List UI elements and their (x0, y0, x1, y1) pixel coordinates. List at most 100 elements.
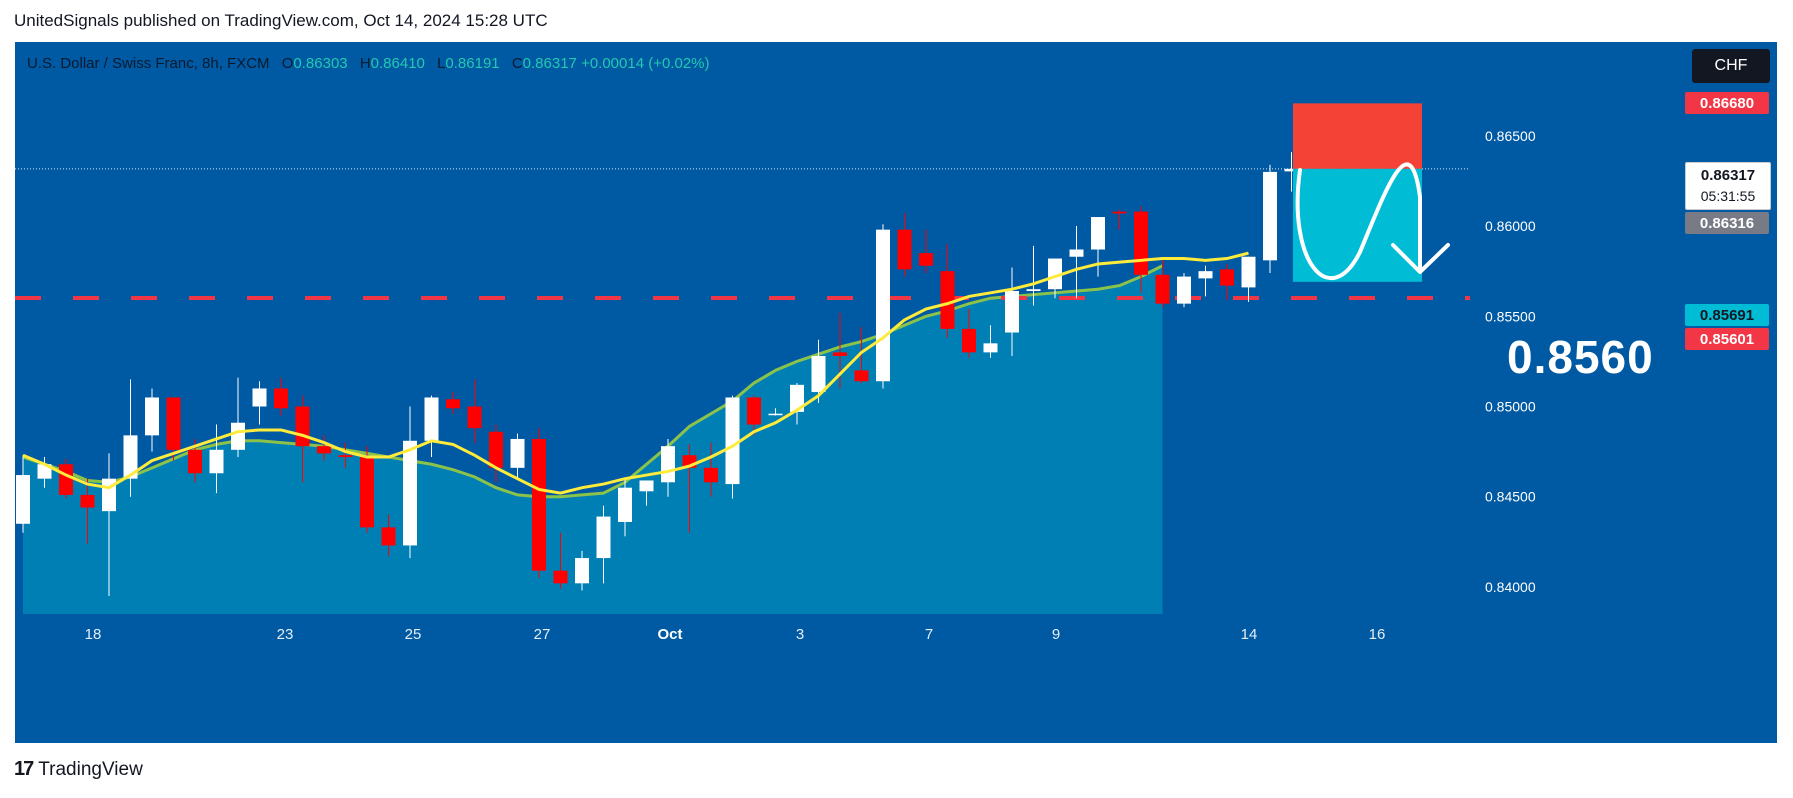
level-price-tag: 0.85601 (1685, 328, 1769, 350)
price-axis-label: 0.85500 (1485, 308, 1536, 324)
candle-body[interactable] (446, 399, 460, 409)
candle-body[interactable] (1026, 289, 1041, 292)
candle-body[interactable] (1241, 256, 1256, 288)
candle-body[interactable] (661, 446, 675, 483)
candle-body[interactable] (618, 487, 632, 522)
candle-body[interactable] (1048, 258, 1062, 290)
close-value: 0.86317 (522, 55, 577, 72)
candle-body[interactable] (1134, 211, 1148, 275)
candle-body[interactable] (575, 558, 589, 584)
candle-body[interactable] (747, 397, 761, 425)
time-axis-background (15, 614, 1777, 743)
candle-body[interactable] (790, 384, 804, 412)
last-price-value: 0.86317 (1700, 167, 1756, 184)
candle-body[interactable] (1091, 217, 1105, 250)
symbol-title: U.S. Dollar / Swiss Franc, 8h, FXCM (27, 55, 270, 72)
change-value: +0.00014 (+0.02%) (581, 55, 710, 72)
candle-body[interactable] (553, 570, 568, 584)
candle-body[interactable] (188, 449, 202, 474)
previous-close-tag: 0.86316 (1685, 212, 1769, 234)
candle-body[interactable] (1155, 274, 1170, 304)
ema-fast-line (22, 251, 1249, 495)
brand-name: TradingView (38, 758, 143, 780)
candle-body[interactable] (338, 455, 353, 458)
arrow-head-icon (1391, 243, 1450, 274)
symbol-legend[interactable]: U.S. Dollar / Swiss Franc, 8h, FXCM O0.8… (27, 55, 710, 72)
candle-body[interactable] (489, 431, 503, 468)
candle-body[interactable] (962, 328, 976, 353)
time-axis-label: 3 (796, 626, 804, 643)
candle-body[interactable] (919, 253, 933, 266)
candle-body[interactable] (145, 397, 159, 436)
candle-body[interactable] (1220, 269, 1234, 286)
candle-body[interactable] (295, 406, 310, 447)
candle-body[interactable] (1284, 168, 1299, 172)
candle-body[interactable] (940, 271, 955, 329)
price-axis-label: 0.84500 (1485, 489, 1536, 505)
candle-body[interactable] (123, 435, 138, 479)
ema-slow-line (22, 264, 1164, 499)
price-axis-label: 0.86000 (1485, 218, 1536, 234)
high-key: H (359, 55, 371, 72)
candle-body[interactable] (983, 343, 998, 353)
candle-body[interactable] (231, 422, 245, 450)
candle-body[interactable] (80, 494, 95, 508)
candle-body[interactable] (532, 438, 546, 571)
price-axis-label: 0.84000 (1485, 579, 1536, 595)
candle-body[interactable] (1005, 291, 1019, 333)
candle-body[interactable] (424, 397, 439, 441)
high-value: 0.86410 (370, 55, 425, 72)
open-value: 0.86303 (293, 55, 348, 72)
candle-body[interactable] (768, 413, 783, 416)
candle-body[interactable] (252, 388, 267, 407)
candle-body[interactable] (360, 457, 374, 528)
stop-price-tag: 0.85691 (1685, 304, 1769, 326)
candle-body[interactable] (1177, 276, 1191, 304)
publisher-header: UnitedSignals published on TradingView.c… (14, 11, 548, 30)
candle-body[interactable] (317, 446, 331, 454)
candle-body[interactable] (704, 467, 718, 483)
candle-body[interactable] (166, 397, 181, 450)
bar-countdown: 05:31:55 (1700, 188, 1756, 204)
open-key: O (281, 55, 294, 72)
currency-button[interactable]: CHF (1692, 49, 1770, 83)
candle-body[interactable] (274, 388, 288, 409)
candle-body[interactable] (811, 355, 826, 393)
candle-body[interactable] (596, 516, 611, 559)
low-value: 0.86191 (445, 55, 500, 72)
tradingview-logo-icon: 17 (14, 758, 34, 780)
time-axis-label: Oct (657, 626, 682, 643)
candle-body[interactable] (833, 352, 847, 356)
candle-body[interactable] (467, 406, 482, 429)
candle-body[interactable] (639, 480, 654, 492)
chart-frame[interactable]: 0.86500 0.86000 0.85500 0.85000 0.84500 0.840… (15, 42, 1777, 743)
time-axis-label: 23 (277, 626, 294, 643)
last-price-tag: 0.86317 05:31:55 (1685, 162, 1771, 210)
time-axis-label: 18 (85, 626, 102, 643)
candle-body[interactable] (510, 438, 525, 468)
candle-body[interactable] (897, 229, 912, 270)
price-chart[interactable]: 0.86500 0.86000 0.85500 0.85000 0.84500 0.840… (15, 42, 1777, 743)
candle-body[interactable] (1069, 249, 1084, 257)
price-axis-label: 0.85000 (1485, 398, 1536, 414)
target-zone[interactable] (1293, 103, 1422, 169)
candle-body[interactable] (725, 397, 740, 485)
candle-body[interactable] (16, 475, 30, 524)
close-key: C (511, 55, 523, 72)
candle-body[interactable] (1198, 271, 1213, 279)
stop-zone[interactable] (1293, 168, 1422, 282)
time-axis-label: 9 (1052, 626, 1060, 643)
candle-body[interactable] (1263, 171, 1277, 261)
candle-body[interactable] (876, 229, 890, 382)
time-axis-label: 16 (1369, 626, 1386, 643)
candle-body[interactable] (59, 464, 73, 495)
candle-body[interactable] (854, 370, 869, 382)
time-axis-label: 25 (405, 626, 422, 643)
footer: 17 TradingView (14, 758, 143, 781)
candle-body[interactable] (403, 440, 417, 546)
candle-body[interactable] (1112, 211, 1127, 214)
ema-area-fill (23, 265, 1163, 614)
candle-body[interactable] (209, 449, 224, 474)
candle-body[interactable] (37, 464, 52, 479)
candle-body[interactable] (381, 527, 396, 546)
